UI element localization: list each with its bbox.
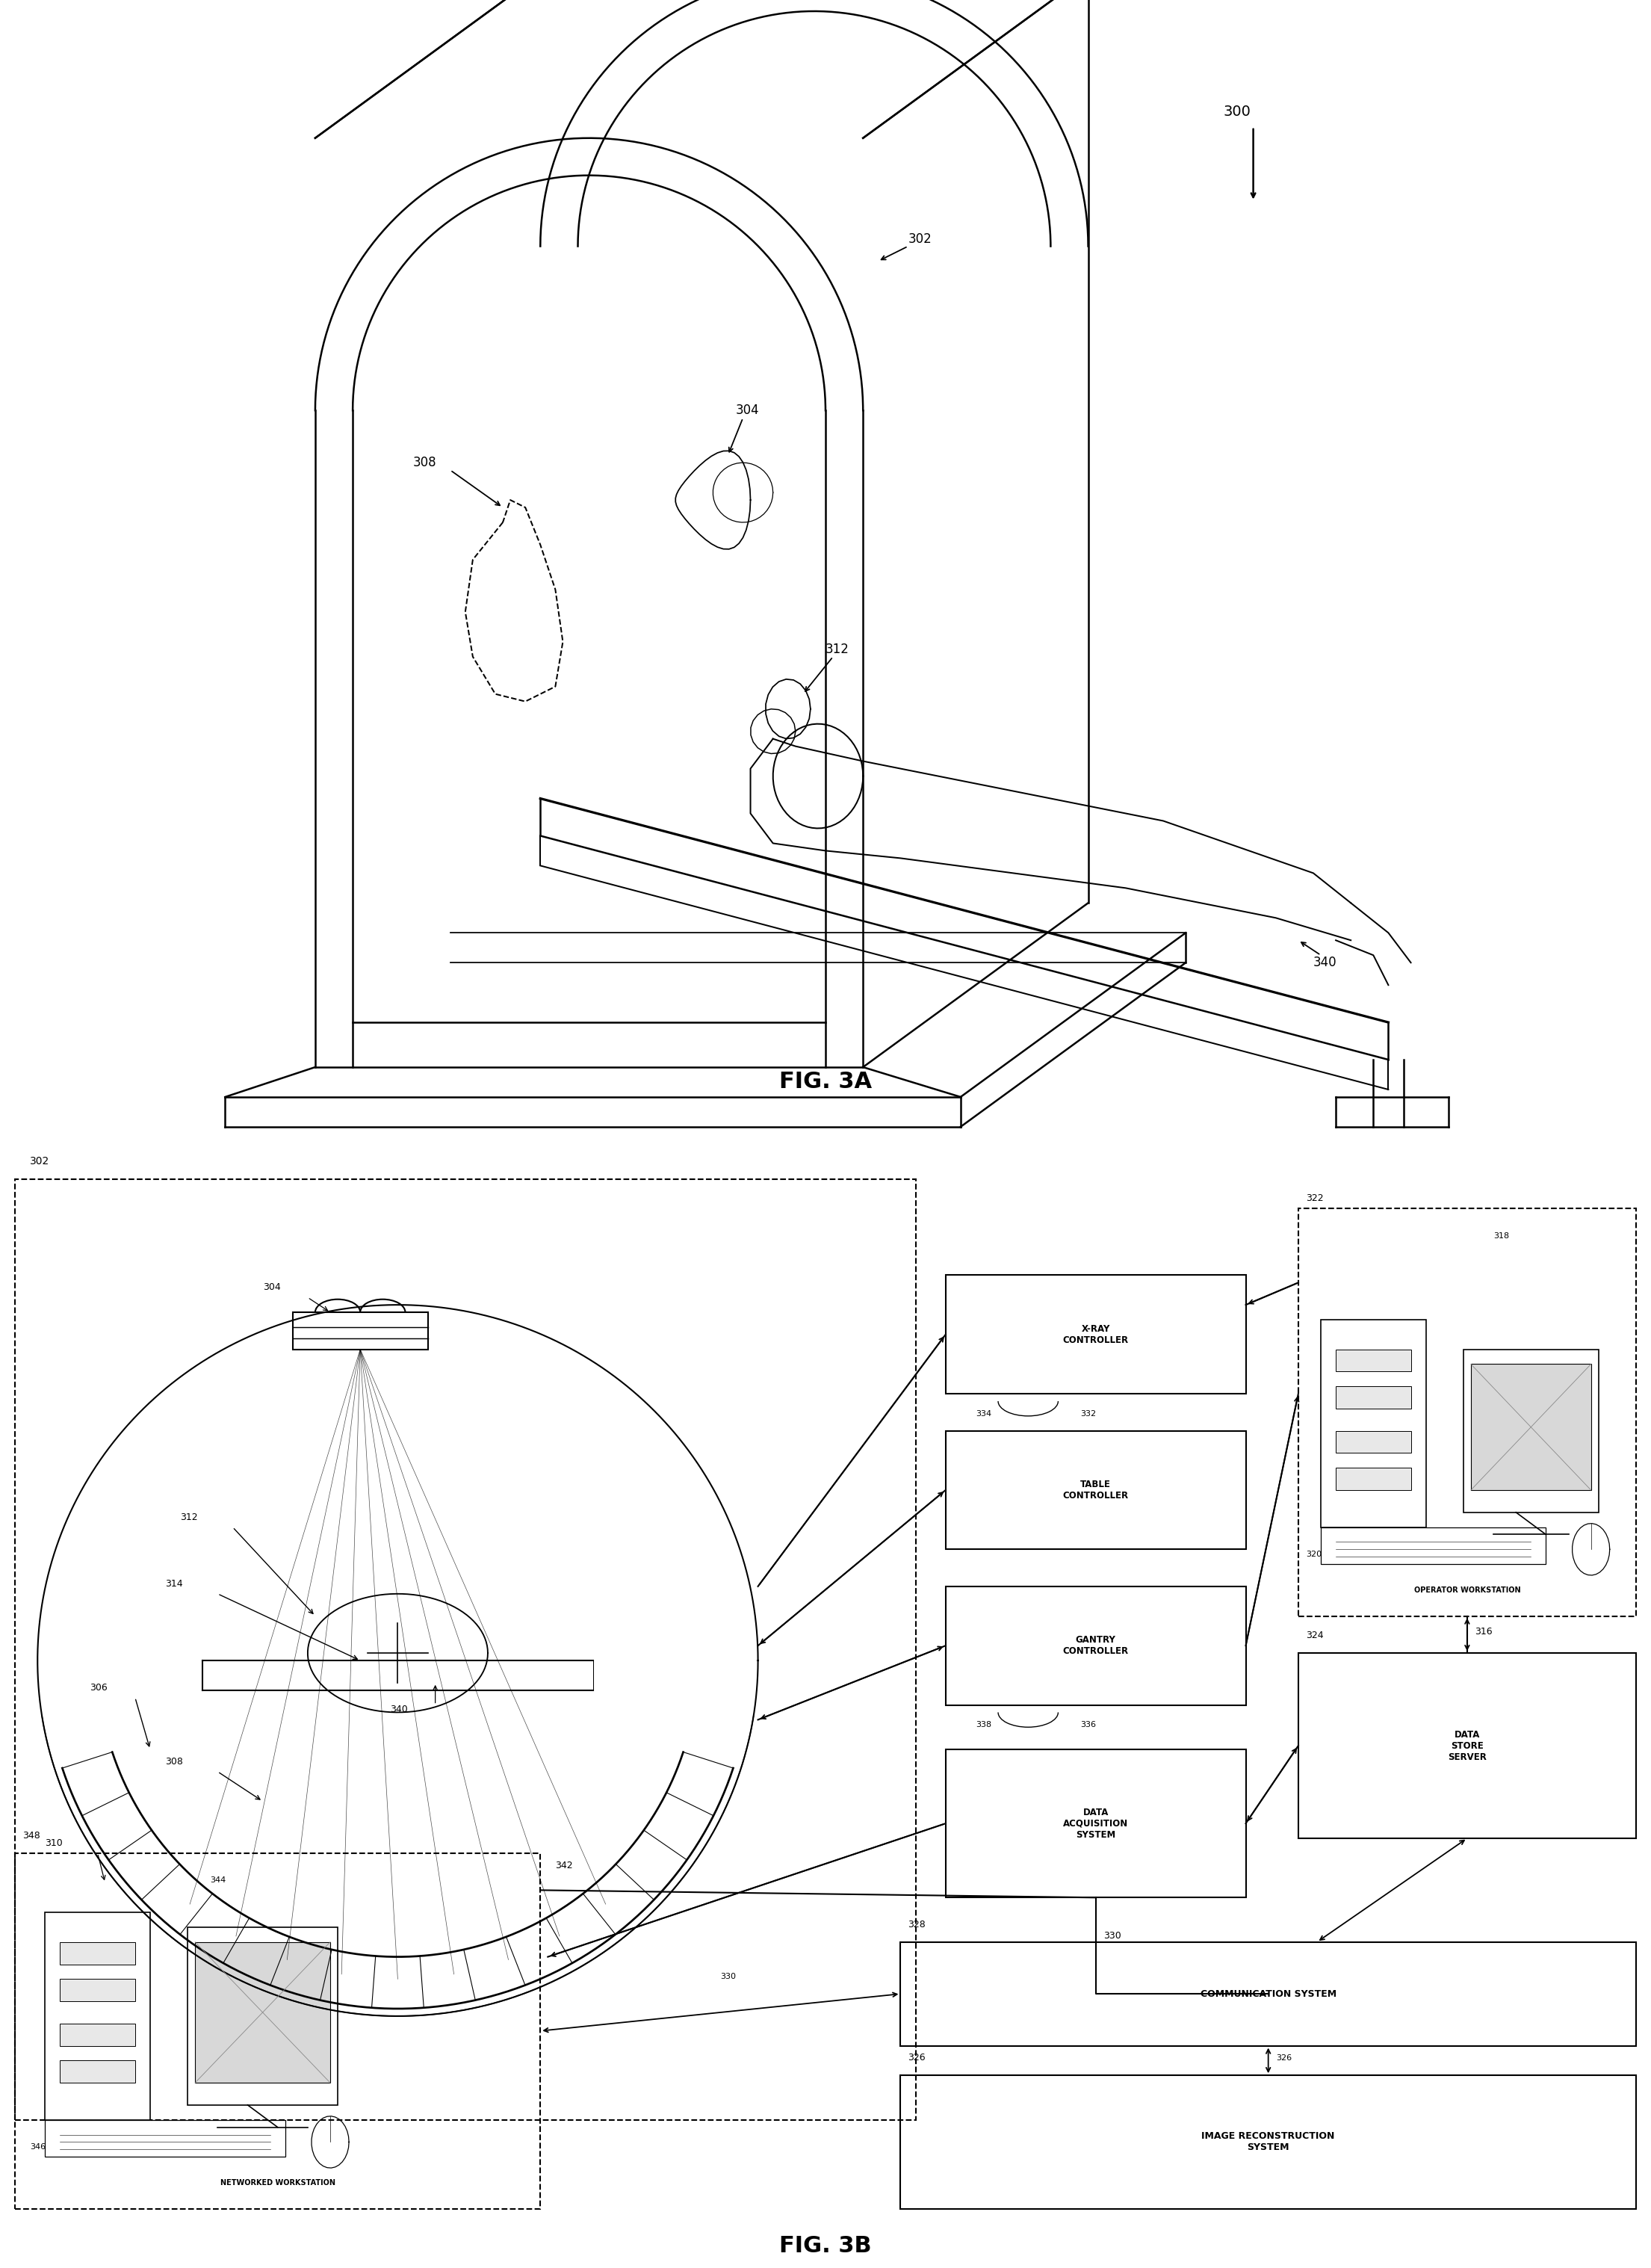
Text: COMMUNICATION SYSTEM: COMMUNICATION SYSTEM bbox=[1200, 1989, 1336, 1998]
Text: 336: 336 bbox=[1081, 1721, 1096, 1728]
FancyBboxPatch shape bbox=[1336, 1431, 1412, 1454]
Text: 326: 326 bbox=[908, 2053, 926, 2064]
Text: 318: 318 bbox=[1494, 1232, 1509, 1241]
Text: 340: 340 bbox=[390, 1706, 408, 1715]
Ellipse shape bbox=[315, 1300, 360, 1325]
Text: 346: 346 bbox=[30, 2143, 46, 2150]
Text: 304: 304 bbox=[735, 404, 759, 417]
Text: 320: 320 bbox=[1306, 1551, 1321, 1558]
Text: 348: 348 bbox=[23, 1830, 40, 1842]
Text: 306: 306 bbox=[91, 1683, 107, 1692]
FancyBboxPatch shape bbox=[59, 2023, 135, 2046]
Text: 312: 312 bbox=[180, 1513, 198, 1522]
Text: 300: 300 bbox=[1223, 104, 1251, 118]
FancyBboxPatch shape bbox=[1336, 1386, 1412, 1408]
FancyBboxPatch shape bbox=[59, 2062, 135, 2082]
FancyBboxPatch shape bbox=[195, 1941, 330, 2082]
Ellipse shape bbox=[360, 1300, 404, 1325]
FancyBboxPatch shape bbox=[45, 2121, 286, 2157]
FancyBboxPatch shape bbox=[45, 1912, 150, 2121]
Text: 310: 310 bbox=[45, 1839, 63, 1848]
Text: 314: 314 bbox=[165, 1579, 183, 1588]
Text: GANTRY
CONTROLLER: GANTRY CONTROLLER bbox=[1063, 1635, 1129, 1656]
FancyBboxPatch shape bbox=[59, 1980, 135, 2000]
Text: 338: 338 bbox=[976, 1721, 991, 1728]
Text: 328: 328 bbox=[908, 1919, 926, 1930]
Text: 342: 342 bbox=[555, 1860, 573, 1871]
Text: 340: 340 bbox=[1313, 955, 1337, 968]
FancyBboxPatch shape bbox=[292, 1313, 428, 1349]
Text: TABLE
CONTROLLER: TABLE CONTROLLER bbox=[1063, 1479, 1129, 1501]
Text: 334: 334 bbox=[976, 1411, 991, 1418]
Text: 308: 308 bbox=[413, 456, 436, 469]
Text: FIG. 3A: FIG. 3A bbox=[779, 1070, 872, 1093]
Text: 322: 322 bbox=[1306, 1193, 1324, 1204]
Text: 332: 332 bbox=[1081, 1411, 1096, 1418]
Text: 326: 326 bbox=[1276, 2055, 1291, 2062]
Text: 304: 304 bbox=[263, 1284, 281, 1293]
Text: NETWORKED WORKSTATION: NETWORKED WORKSTATION bbox=[220, 2180, 335, 2186]
FancyBboxPatch shape bbox=[1463, 1349, 1598, 1513]
Text: 330: 330 bbox=[1103, 1930, 1121, 1941]
FancyBboxPatch shape bbox=[1336, 1467, 1412, 1490]
Text: 302: 302 bbox=[908, 231, 931, 245]
FancyBboxPatch shape bbox=[59, 1941, 135, 1964]
Text: OPERATOR WORKSTATION: OPERATOR WORKSTATION bbox=[1413, 1585, 1521, 1594]
Text: IMAGE RECONSTRUCTION
SYSTEM: IMAGE RECONSTRUCTION SYSTEM bbox=[1202, 2132, 1336, 2152]
Text: X-RAY
CONTROLLER: X-RAY CONTROLLER bbox=[1063, 1325, 1129, 1345]
FancyBboxPatch shape bbox=[188, 1928, 338, 2105]
Text: 308: 308 bbox=[165, 1758, 183, 1767]
Text: DATA
ACQUISITION
SYSTEM: DATA ACQUISITION SYSTEM bbox=[1063, 1808, 1128, 1839]
Text: 316: 316 bbox=[1474, 1626, 1493, 1637]
Text: 330: 330 bbox=[720, 1973, 736, 1980]
FancyBboxPatch shape bbox=[1321, 1526, 1545, 1565]
Text: 302: 302 bbox=[30, 1157, 50, 1166]
Text: DATA
STORE
SERVER: DATA STORE SERVER bbox=[1448, 1730, 1486, 1762]
Text: 344: 344 bbox=[210, 1876, 226, 1885]
Text: FIG. 3B: FIG. 3B bbox=[779, 2234, 872, 2257]
Text: 312: 312 bbox=[826, 642, 849, 655]
FancyBboxPatch shape bbox=[1336, 1349, 1412, 1372]
Text: 324: 324 bbox=[1306, 1631, 1324, 1640]
FancyBboxPatch shape bbox=[1321, 1320, 1426, 1526]
FancyBboxPatch shape bbox=[1471, 1363, 1592, 1490]
